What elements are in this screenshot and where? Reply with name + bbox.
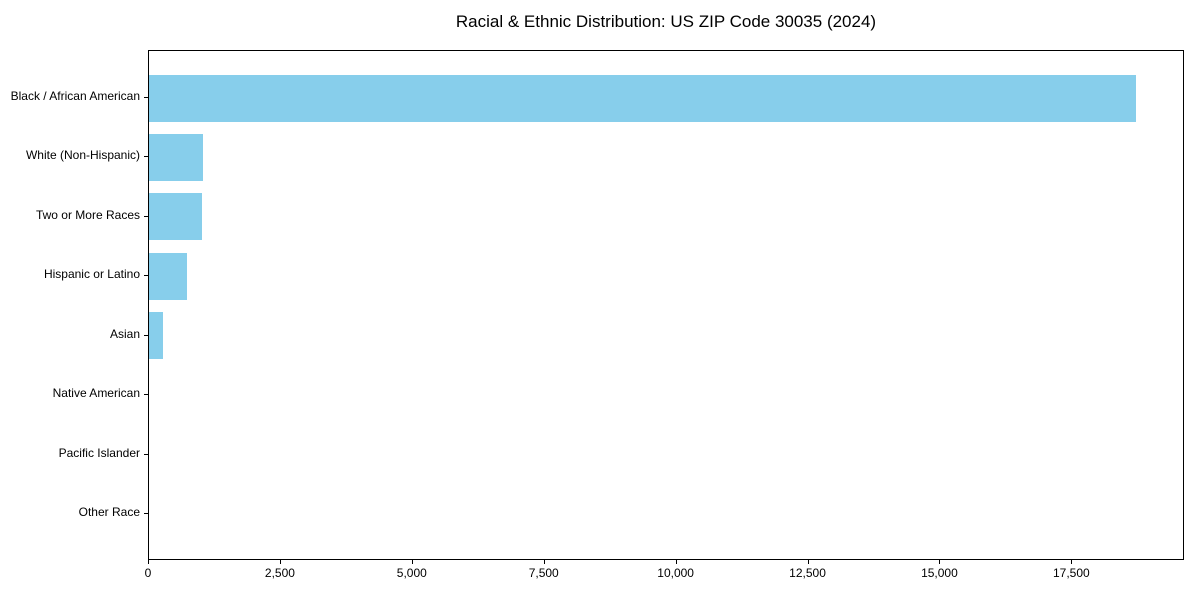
x-tick-mark	[148, 560, 149, 564]
x-tick-mark	[1071, 560, 1073, 564]
y-tick-label: Black / African American	[10, 89, 140, 103]
y-tick-label: Two or More Races	[35, 207, 140, 222]
chart-title: Racial & Ethnic Distribution: US ZIP Cod…	[455, 12, 877, 31]
y-tick-label: Other Race	[78, 505, 140, 519]
x-tick-label: 2,500	[264, 566, 295, 580]
bar	[149, 312, 163, 360]
x-tick-mark	[279, 560, 281, 564]
plot-area	[148, 50, 1184, 560]
x-tick-label: 15,000	[921, 566, 958, 580]
x-tick-mark	[543, 560, 545, 564]
y-tick-label: Asian	[109, 326, 140, 341]
y-tick-mark	[144, 275, 148, 277]
bar	[149, 193, 202, 241]
x-tick-mark	[675, 560, 677, 564]
x-tick-label: 10,000	[657, 566, 694, 580]
y-tick-label: Hispanic or Latino	[43, 267, 140, 282]
y-tick-mark	[144, 215, 148, 217]
x-tick-mark	[807, 560, 809, 564]
y-tick-mark	[144, 156, 148, 158]
y-tick-label: Native American	[52, 386, 140, 401]
x-tick-mark	[411, 560, 413, 564]
bar	[149, 133, 203, 181]
x-tick-label: 5,000	[396, 566, 427, 580]
x-tick-mark	[939, 560, 941, 564]
y-tick-label: Pacific Islander	[58, 445, 140, 460]
x-tick-label: 12,500	[789, 566, 826, 580]
y-tick-label: White (Non-Hispanic)	[25, 148, 140, 163]
x-tick-label: 0	[144, 566, 152, 580]
y-tick-mark	[144, 334, 148, 336]
x-tick-label: 7,500	[528, 566, 559, 580]
bar	[149, 74, 1136, 122]
x-tick-label: 17,500	[1052, 566, 1090, 580]
y-tick-mark	[144, 453, 148, 455]
y-tick-mark	[144, 394, 148, 396]
y-tick-mark	[144, 513, 148, 514]
bar	[149, 252, 187, 300]
y-tick-mark	[144, 97, 148, 98]
